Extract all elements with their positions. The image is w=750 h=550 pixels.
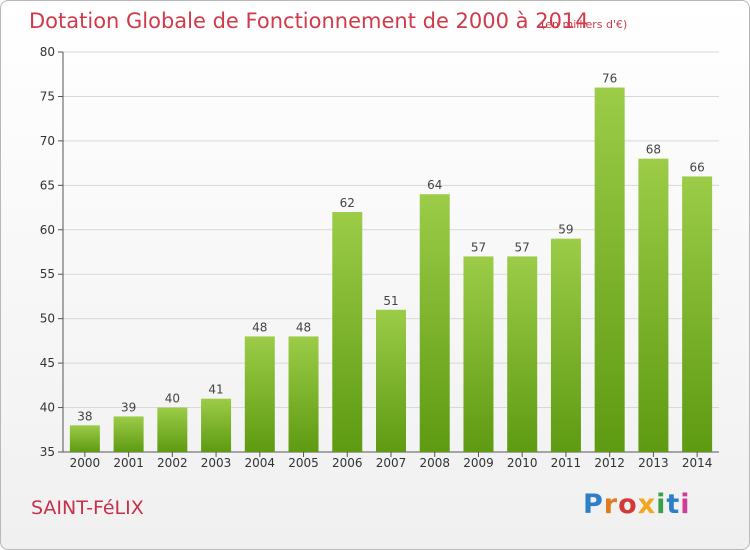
bar-2014 [682, 176, 713, 452]
bar-2000 [69, 425, 100, 452]
data-label-2008: 64 [427, 178, 442, 192]
data-label-2006: 62 [340, 196, 355, 210]
x-tick-label-2012: 2012 [594, 456, 625, 470]
y-tick-label: 80 [40, 45, 55, 59]
bar-2009 [463, 256, 494, 452]
x-tick-label-2013: 2013 [638, 456, 669, 470]
data-label-2014: 66 [689, 160, 704, 174]
x-tick-labels: 2000 2001 2002 2003 2004 2005 2006 2007 2008 2009… [70, 452, 713, 470]
proxiti-logo[interactable]: Proxiti [583, 489, 691, 520]
bar-2006 [332, 212, 363, 452]
chart-unit: (en milliers d'€) [541, 18, 628, 31]
data-label-2009: 57 [471, 240, 486, 254]
bar-2005 [288, 336, 319, 452]
x-tick-label-2004: 2004 [245, 456, 276, 470]
bar-2007 [376, 309, 406, 452]
y-tick-label: 65 [40, 178, 55, 192]
data-label-2004: 48 [252, 320, 267, 334]
x-tick-label-2014: 2014 [682, 456, 713, 470]
data-label-2002: 40 [165, 392, 180, 406]
y-tick-label: 60 [40, 223, 55, 237]
bar-2010 [507, 256, 538, 452]
data-label-2010: 57 [515, 240, 530, 254]
x-tick-label-2003: 2003 [201, 456, 232, 470]
y-tick-label: 75 [40, 89, 55, 103]
data-label-2012: 76 [602, 72, 617, 86]
data-label-2003: 41 [208, 383, 223, 397]
bar-2001 [113, 416, 144, 452]
data-label-2005: 48 [296, 320, 311, 334]
y-tick-label: 45 [40, 356, 55, 370]
y-tick-label: 55 [40, 267, 55, 281]
data-label-2001: 39 [121, 400, 136, 414]
y-tick-label: 35 [40, 445, 55, 459]
bar-2008 [419, 194, 450, 452]
x-tick-label-2010: 2010 [507, 456, 538, 470]
y-tick-label: 40 [40, 401, 55, 415]
x-tick-label-2002: 2002 [157, 456, 188, 470]
bar-2004 [244, 336, 275, 452]
x-tick-label-2008: 2008 [419, 456, 450, 470]
commune-name: SAINT-FéLIX [31, 497, 144, 519]
x-tick-label-2006: 2006 [332, 456, 363, 470]
x-tick-label-2001: 2001 [113, 456, 144, 470]
y-tick-label: 50 [40, 312, 55, 326]
bar-2002 [157, 407, 188, 452]
data-labels: 38 39 40 41 48 48 62 51 64 57 57 59 76 68 66 [77, 72, 705, 424]
data-label-2013: 68 [646, 143, 661, 157]
x-tick-label-2007: 2007 [376, 456, 407, 470]
bar-2012 [594, 87, 625, 453]
bar-2011 [550, 238, 581, 452]
bar-2013 [638, 158, 669, 452]
y-tick-labels: 35 40 45 50 55 60 65 70 75 80 [40, 45, 55, 459]
bar-2003 [201, 398, 232, 452]
x-tick-label-2000: 2000 [70, 456, 101, 470]
bars [69, 87, 713, 453]
y-tick-label: 70 [40, 134, 55, 148]
data-label-2007: 51 [383, 294, 398, 308]
x-tick-label-2011: 2011 [551, 456, 582, 470]
x-tick-label-2005: 2005 [288, 456, 319, 470]
x-tick-label-2009: 2009 [463, 456, 494, 470]
data-label-2011: 59 [558, 223, 573, 237]
data-label-2000: 38 [77, 409, 92, 423]
chart-title: Dotation Globale de Fonctionnement de 20… [29, 9, 589, 33]
